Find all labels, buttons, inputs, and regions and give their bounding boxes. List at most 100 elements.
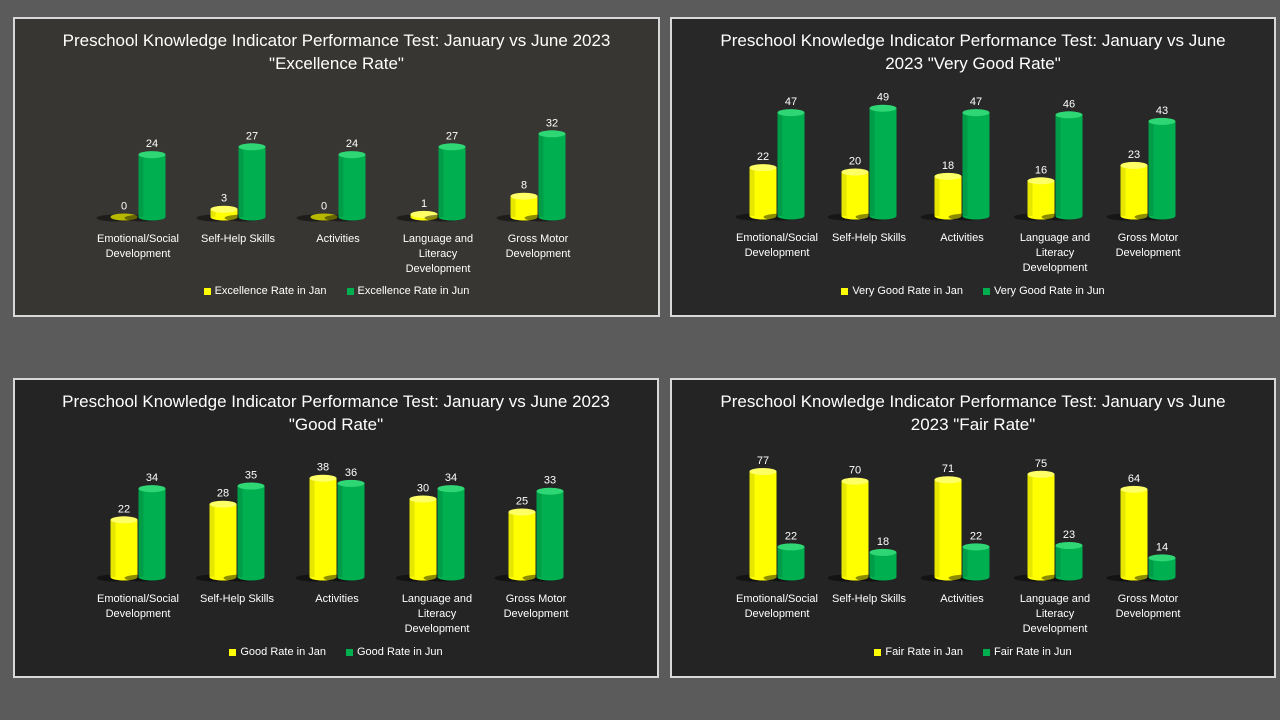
data-label-jun: 47 xyxy=(970,96,982,108)
bar-jan xyxy=(396,210,438,222)
bar-top xyxy=(749,468,777,476)
bar-shade xyxy=(438,146,444,217)
chart-panel-excellence-rate: Preschool Knowledge Indicator Performanc… xyxy=(13,17,660,317)
data-label-jan: 38 xyxy=(317,462,329,474)
bar-jun xyxy=(323,479,365,582)
bar-shade xyxy=(237,486,243,577)
chart-title: Preschool Knowledge Indicator Performanc… xyxy=(62,31,611,73)
bar-body xyxy=(1027,474,1055,581)
data-label-jun: 24 xyxy=(146,138,158,150)
bar-shade xyxy=(962,546,968,577)
bar-body xyxy=(138,488,166,581)
category-label: Self-Help Skills xyxy=(832,593,906,605)
bar-shade xyxy=(777,112,783,216)
bar-top xyxy=(962,543,990,551)
data-label-jan: 30 xyxy=(417,483,429,495)
bar-jun xyxy=(1041,111,1083,221)
bar-shade xyxy=(869,552,875,577)
data-label-jun: 22 xyxy=(970,530,982,542)
legend-item-jun: Very Good Rate in Jun xyxy=(983,285,1105,297)
category-label: Language and Literacy Development xyxy=(1019,232,1091,274)
bar-jun xyxy=(524,130,566,222)
data-label-jan: 75 xyxy=(1035,458,1047,470)
bar-jan xyxy=(395,495,437,582)
bar-top xyxy=(962,109,990,117)
bar-body xyxy=(510,196,538,221)
bar-body xyxy=(934,176,962,220)
data-label-jan: 0 xyxy=(121,201,127,213)
data-label-jan: 64 xyxy=(1128,473,1140,485)
legend-label-jan: Excellence Rate in Jan xyxy=(214,285,327,297)
bar-jan xyxy=(827,168,869,221)
data-label-jan: 22 xyxy=(757,151,769,163)
data-label-jun: 22 xyxy=(785,530,797,542)
bar-shade xyxy=(209,504,215,577)
legend-swatch-jun xyxy=(346,648,353,656)
bar-jun xyxy=(224,143,266,222)
bar-top xyxy=(777,109,805,117)
data-label-jan: 1 xyxy=(421,198,427,210)
category-label: Activities xyxy=(940,232,984,244)
bar-top xyxy=(1055,111,1083,119)
bar-top xyxy=(110,516,138,524)
category-label: Gross Motor Development xyxy=(1115,593,1181,620)
data-label-jan: 0 xyxy=(321,201,327,213)
bar-shade xyxy=(309,478,315,577)
data-label-jun: 46 xyxy=(1063,98,1075,110)
bar-top xyxy=(777,543,805,551)
bar-shade xyxy=(749,167,755,216)
bar-body xyxy=(508,512,536,581)
bar-jun xyxy=(763,543,805,582)
bar-shade xyxy=(1120,489,1126,577)
data-label-jun: 47 xyxy=(785,96,797,108)
bar-body xyxy=(869,552,897,581)
legend-label-jan: Very Good Rate in Jan xyxy=(852,285,963,297)
bar-shade xyxy=(210,209,216,217)
category-label: Gross Motor Development xyxy=(1115,232,1181,259)
bar-shade xyxy=(538,133,544,217)
bar-jun xyxy=(855,104,897,221)
category-label: Emotional/Social Development xyxy=(736,593,818,620)
category-label: Language and Literacy Development xyxy=(402,233,474,275)
data-label-jan: 8 xyxy=(521,180,527,192)
bar-top xyxy=(1027,470,1055,478)
bar-jan xyxy=(920,476,962,582)
bar-top xyxy=(934,476,962,484)
legend-swatch-jun xyxy=(983,648,990,656)
bar-body xyxy=(209,504,237,581)
bar-top xyxy=(309,474,337,482)
bar-body xyxy=(337,483,365,581)
bar-jun xyxy=(1134,554,1176,582)
bar-shade xyxy=(1027,474,1033,577)
bar-shade xyxy=(536,491,542,577)
bar-body xyxy=(1027,180,1055,220)
bar-shade xyxy=(238,146,244,217)
bar-shade xyxy=(437,488,443,577)
bar-jun xyxy=(1134,117,1176,221)
legend-item-jan: Good Rate in Jan xyxy=(229,646,326,658)
data-label-jun: 27 xyxy=(246,130,258,142)
category-label: Language and Literacy Development xyxy=(1019,593,1091,635)
bar-top xyxy=(110,213,138,221)
bar-body xyxy=(934,479,962,581)
bar-jan xyxy=(1106,485,1148,582)
bar-top xyxy=(238,143,266,151)
bar-top xyxy=(338,151,366,159)
bar-top xyxy=(237,482,265,490)
chart-plot: 77 22 70 18 71 22 75 23 64 14 xyxy=(735,455,1176,582)
data-label-jun: 35 xyxy=(245,470,257,482)
bar-jan xyxy=(1013,470,1055,582)
bar-jun xyxy=(522,487,564,582)
bar-jan xyxy=(494,508,536,582)
bar-body xyxy=(237,486,265,581)
legend-item-jun: Fair Rate in Jun xyxy=(983,646,1072,658)
chart-title: Preschool Knowledge Indicator Performanc… xyxy=(720,31,1226,73)
legend-swatch-jun xyxy=(983,287,990,295)
bar-jan xyxy=(827,477,869,582)
bar-shade xyxy=(138,154,144,217)
data-label-jan: 70 xyxy=(849,465,861,477)
data-label-jun: 43 xyxy=(1156,105,1168,117)
bar-shade xyxy=(338,154,344,217)
bar-top xyxy=(138,151,166,159)
bar-jan xyxy=(735,164,777,221)
